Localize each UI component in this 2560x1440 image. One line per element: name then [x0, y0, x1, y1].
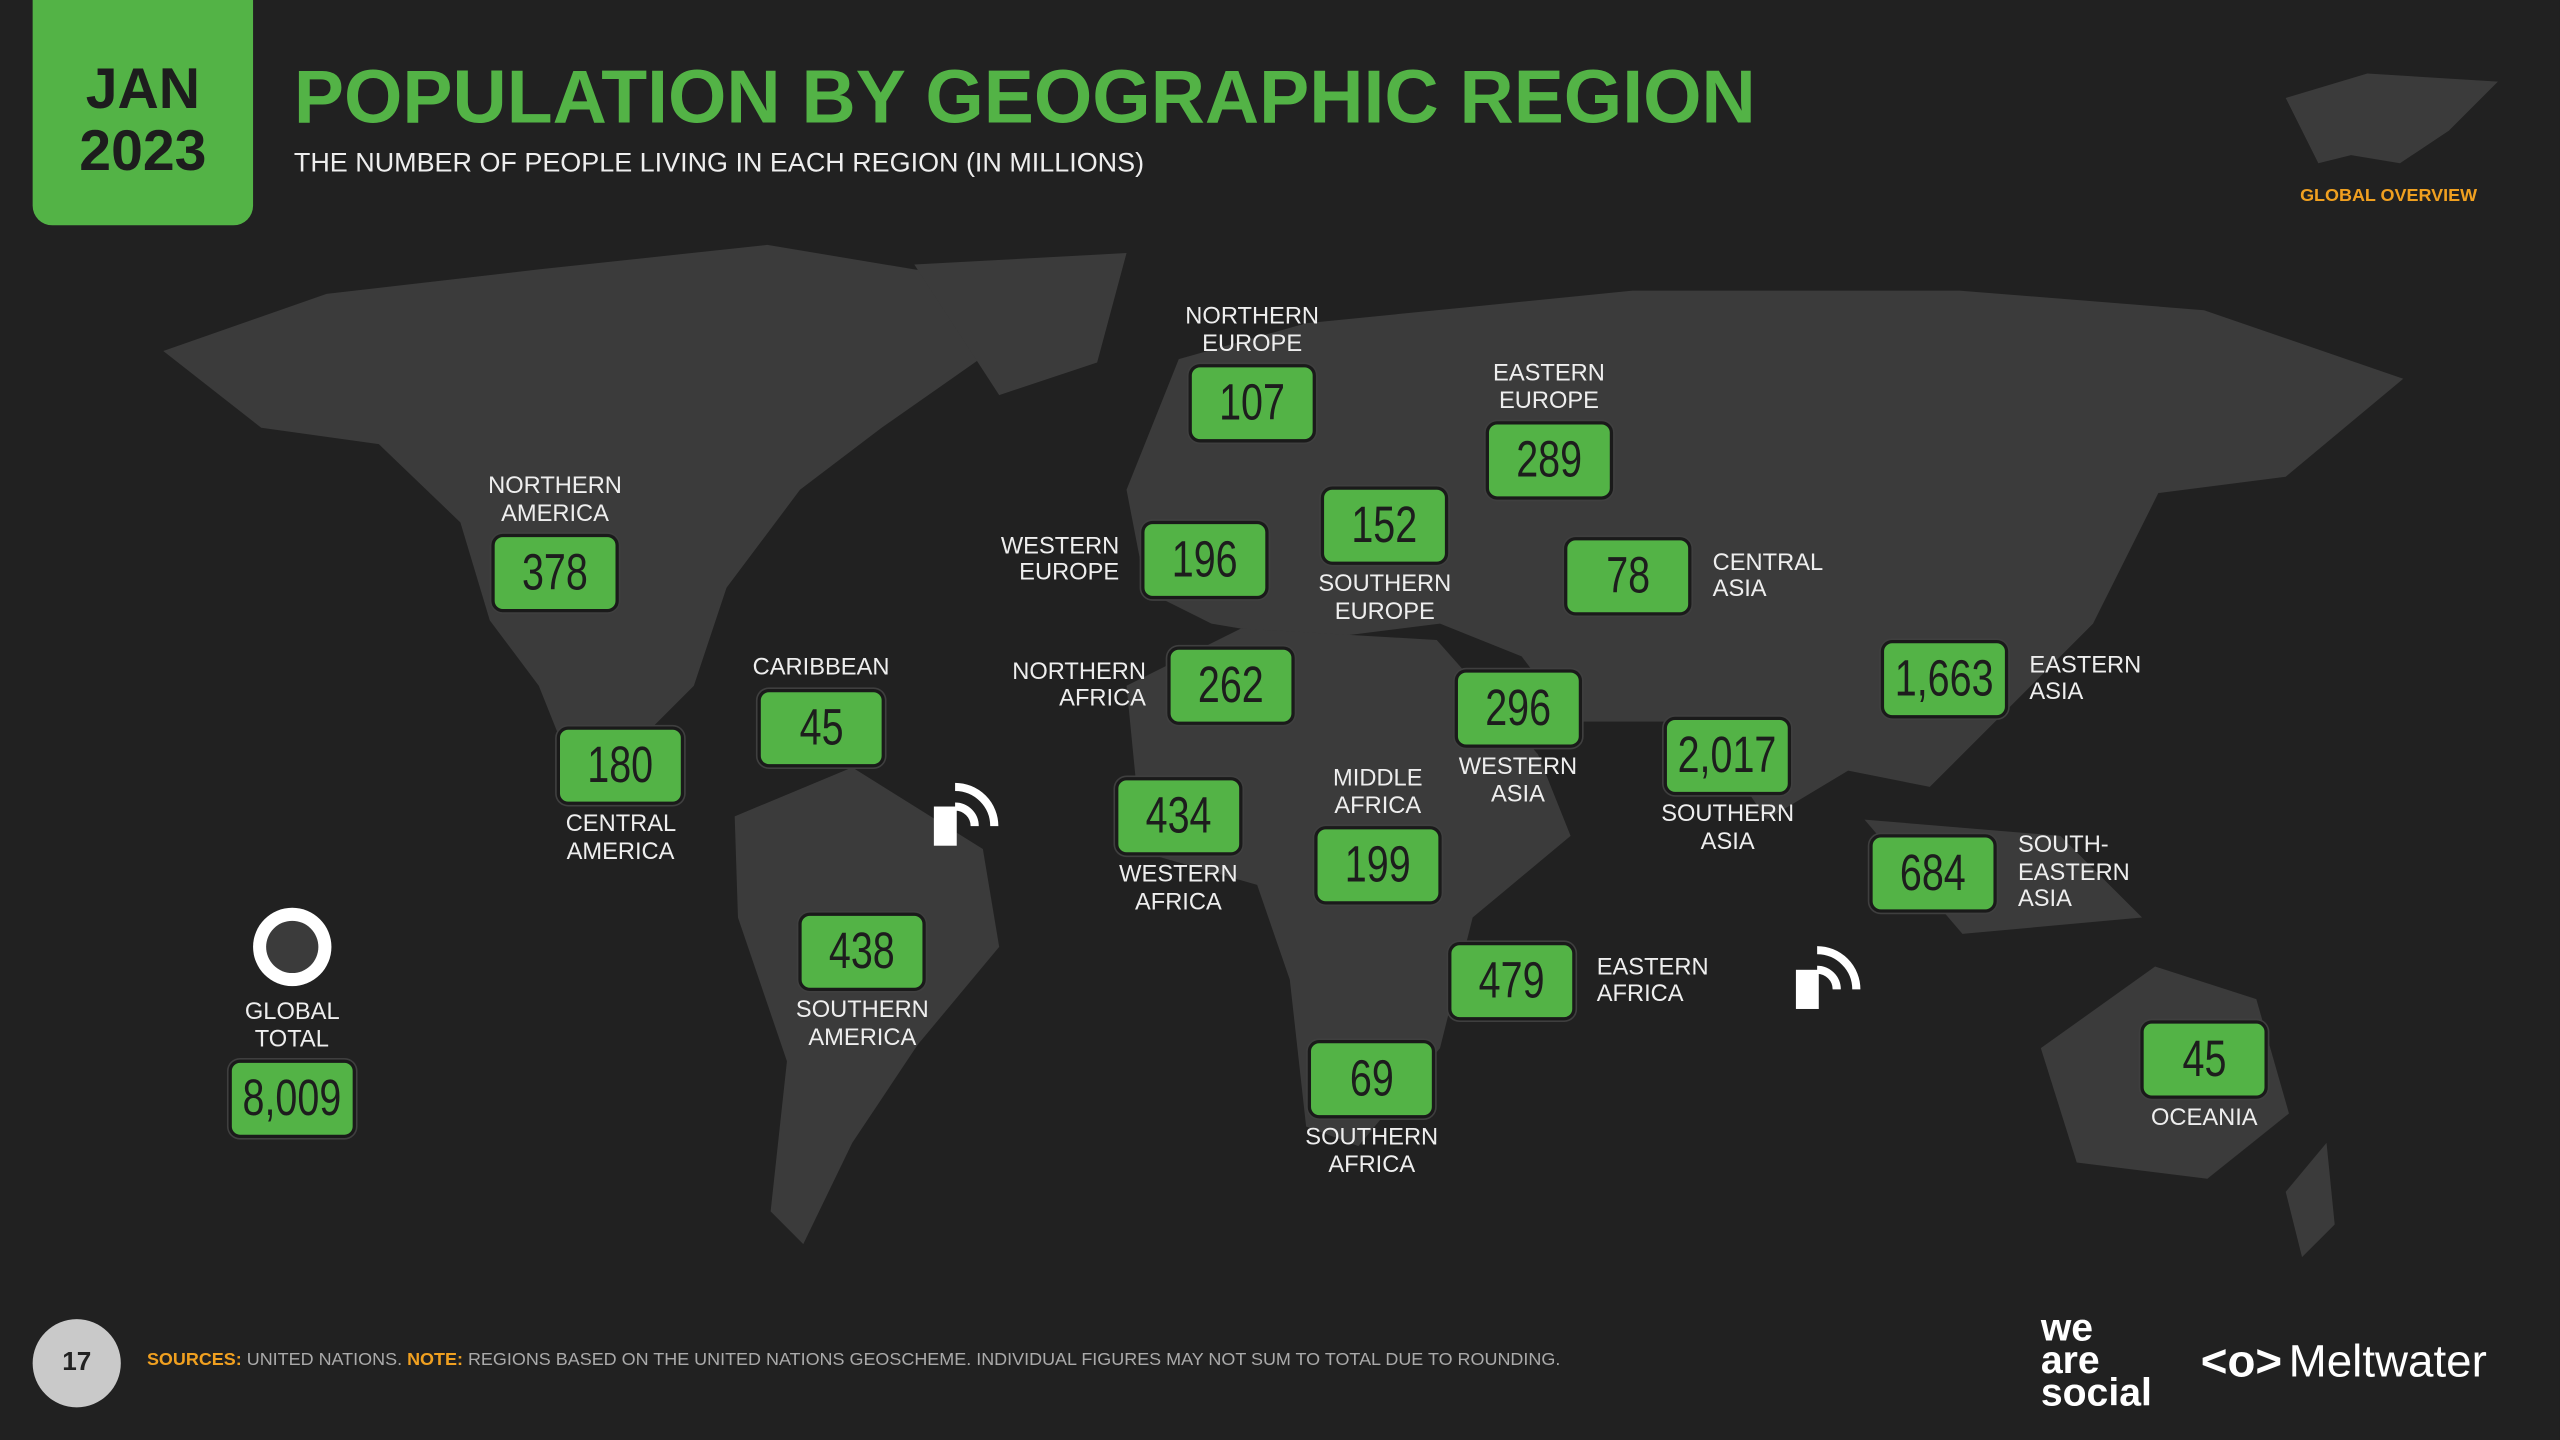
- sources-label: SOURCES:: [146, 1350, 242, 1370]
- region-label: GLOBAL TOTAL: [244, 999, 340, 1053]
- value-box: 107: [1188, 364, 1316, 443]
- value-box: 262: [1167, 646, 1295, 725]
- date-year: 2023: [79, 119, 207, 183]
- value-text: 199: [1345, 835, 1411, 894]
- value-text: 45: [2182, 1030, 2227, 1088]
- region-label: MIDDLE AFRICA: [1333, 765, 1423, 819]
- value-box: 2,017: [1663, 716, 1792, 796]
- value-text: 152: [1351, 496, 1418, 554]
- value-box: 684: [1869, 834, 1997, 913]
- value-text: 684: [1900, 844, 1966, 902]
- region-label: NORTHERN EUROPE: [1185, 303, 1320, 357]
- value-box: 45: [757, 688, 885, 768]
- region-label: NORTHERN AMERICA: [488, 473, 622, 527]
- date-tab: [32, 0, 254, 226]
- sources: SOURCES: UNITED NATIONS. NOTE: REGIONS B…: [147, 1350, 1560, 1370]
- value-text: 107: [1219, 373, 1286, 432]
- region-label: EASTERN EUROPE: [1493, 360, 1605, 414]
- value-box: 180: [556, 726, 685, 805]
- value-box: 296: [1454, 669, 1583, 748]
- meltwater-icon: <o>: [2200, 1335, 2283, 1387]
- region-label: OCEANIA: [2151, 1105, 2258, 1132]
- note-label: NOTE:: [407, 1350, 463, 1370]
- region-label: EASTERN AFRICA: [1596, 954, 1709, 1008]
- region-label: NORTHERN AFRICA: [1012, 658, 1146, 712]
- value-text: 180: [587, 736, 654, 794]
- region-label: SOUTH-EASTERN ASIA: [2017, 832, 2130, 913]
- value-box: 78: [1564, 537, 1692, 616]
- region-label: WESTERN AFRICA: [1119, 862, 1238, 916]
- section-label: GLOBAL OVERVIEW: [2300, 186, 2478, 206]
- region-label: SOUTHERN EUROPE: [1318, 571, 1452, 625]
- brand-meltwater: <o> Meltwater: [2201, 1336, 2487, 1388]
- value-box: 45: [2140, 1020, 2268, 1099]
- region-label: WESTERN ASIA: [1458, 754, 1578, 808]
- globe-icon: [266, 920, 319, 974]
- brand-icon: [954, 782, 1861, 990]
- region-label: EASTERN ASIA: [2029, 652, 2142, 706]
- date-month: JAN: [85, 57, 201, 121]
- value-text: 1,663: [1895, 649, 1994, 707]
- note-text: REGIONS BASED ON THE UNITED NATIONS GEOS…: [467, 1350, 1561, 1370]
- page-number: 17: [32, 1319, 121, 1408]
- value-text: 262: [1198, 656, 1264, 714]
- value-text: 378: [522, 543, 589, 601]
- title: POPULATION BY GEOGRAPHIC REGION: [293, 53, 1756, 139]
- value-text: 296: [1485, 679, 1552, 737]
- value-text: 78: [1605, 546, 1650, 605]
- meltwater-name: Meltwater: [2288, 1335, 2487, 1387]
- value-box: 434: [1115, 777, 1243, 856]
- region-label: SOUTHERN AMERICA: [795, 997, 929, 1051]
- value-box: 196: [1141, 520, 1269, 600]
- value-text: 69: [1349, 1049, 1394, 1107]
- value-text: 438: [829, 922, 895, 980]
- value-box: 8,009: [228, 1059, 356, 1138]
- value-box: 152: [1320, 486, 1449, 565]
- subtitle: THE NUMBER OF PEOPLE LIVING IN EACH REGI…: [293, 148, 1145, 178]
- value-box: 438: [798, 912, 926, 992]
- value-text: 8,009: [242, 1069, 342, 1127]
- value-box: 199: [1314, 826, 1442, 905]
- value-box: 69: [1307, 1039, 1436, 1119]
- sources-text: UNITED NATIONS.: [246, 1350, 403, 1370]
- value-text: 289: [1516, 431, 1583, 489]
- region-label: SOUTHERN AFRICA: [1305, 1124, 1439, 1178]
- value-box: 479: [1448, 942, 1576, 1021]
- brand-icon: [933, 806, 1819, 1009]
- continents: [163, 73, 2498, 1258]
- region-label: CARIBBEAN: [752, 654, 890, 681]
- value-box: 378: [491, 533, 619, 613]
- brand-we-are-social: we are social: [2040, 1306, 2152, 1416]
- region-label: SOUTHERN ASIA: [1661, 801, 1795, 855]
- region-label: CENTRAL AMERICA: [565, 811, 677, 865]
- value-text: 434: [1145, 786, 1212, 845]
- value-text: 45: [799, 698, 844, 756]
- date: JAN 2023: [33, 57, 253, 183]
- region-label: WESTERN EUROPE: [1000, 533, 1120, 587]
- value-text: 479: [1478, 951, 1545, 1009]
- value-text: 2,017: [1677, 726, 1777, 784]
- region-label: CENTRAL ASIA: [1712, 549, 1823, 603]
- value-box: 1,663: [1880, 639, 2009, 719]
- value-text: 196: [1171, 530, 1238, 588]
- value-box: 289: [1485, 421, 1614, 500]
